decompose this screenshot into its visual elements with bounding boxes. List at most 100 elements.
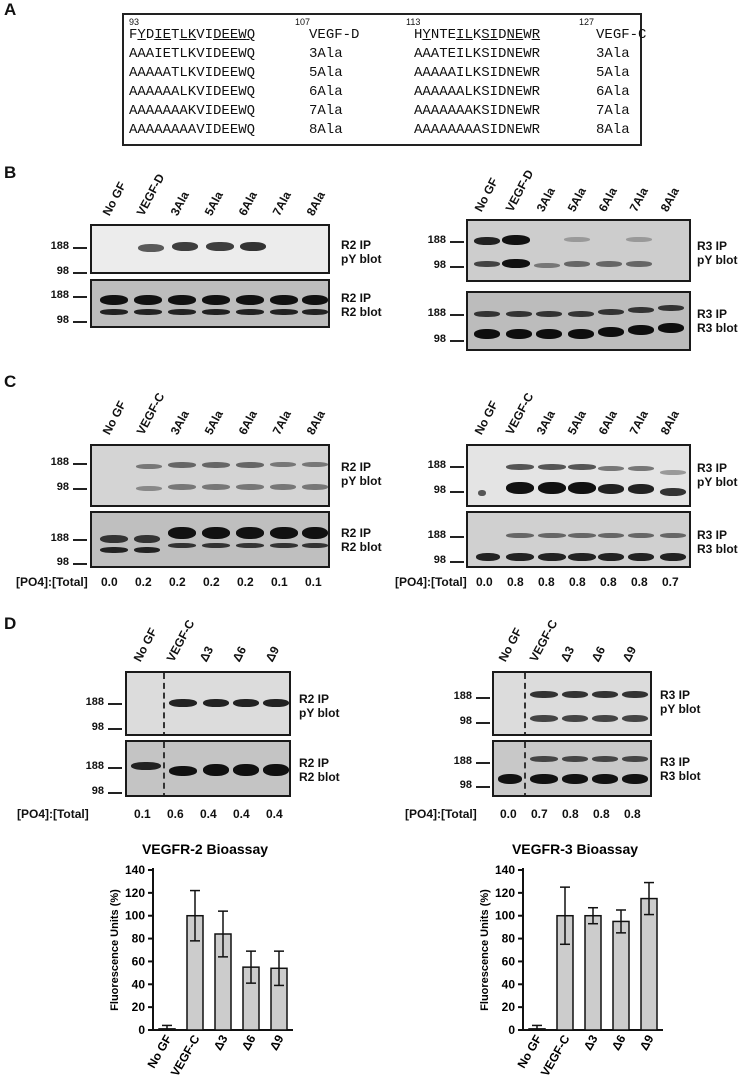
lane-label: Δ6 xyxy=(229,643,250,664)
y-tick-label: 140 xyxy=(125,863,145,877)
mw-label: 98 xyxy=(433,259,446,271)
mw-tick xyxy=(73,539,87,541)
seq-vegfc-row: AAAAAAAKSIDNEWR xyxy=(414,103,541,119)
lane-label: 5Ala xyxy=(564,185,589,214)
blot-label: R2 IP pY blot xyxy=(341,460,382,488)
seq-vegfc-row: AAATEILKSIDNEWR xyxy=(414,46,541,62)
mw-label: 98 xyxy=(91,721,104,733)
x-tick-label: Δ9 xyxy=(267,1032,287,1053)
seq-vegfd-label: 3Ala xyxy=(309,46,343,62)
lane-label: 8Ala xyxy=(657,408,682,437)
x-tick-label: Δ3 xyxy=(211,1032,231,1053)
mw-tick xyxy=(108,767,122,769)
lane-label: 3Ala xyxy=(533,408,558,437)
blot-label: R2 IP R2 blot xyxy=(299,756,340,784)
seq-vegfc-label: 7Ala xyxy=(596,103,630,119)
mw-tick xyxy=(108,728,122,730)
lane-label: 3Ala xyxy=(533,185,558,214)
ratio-label-d-right: [PO4]:[Total] xyxy=(405,807,477,821)
mw-tick xyxy=(450,536,464,538)
panel-label-c: C xyxy=(4,372,17,391)
blot-d-r3-py xyxy=(492,671,652,736)
lane-label: No GF xyxy=(471,175,501,214)
mw-tick xyxy=(108,703,122,705)
lane-label: Δ9 xyxy=(619,643,640,664)
seq-c-end: 127 xyxy=(579,17,595,27)
ratio-label-c-left: [PO4]:[Total] xyxy=(16,575,88,589)
mw-label: 98 xyxy=(56,481,69,493)
x-tick-label: No GF xyxy=(514,1033,544,1071)
x-tick-label: Δ3 xyxy=(581,1032,601,1053)
panel-label-a: A xyxy=(4,0,17,19)
chart-title: VEGFR-2 Bioassay xyxy=(142,841,268,857)
panel-label-b: B xyxy=(4,163,17,182)
lane-label: VEGF-D xyxy=(133,171,168,218)
mw-label: 188 xyxy=(453,690,472,702)
seq-vegfc-row: AAAAAILKSIDNEWR xyxy=(414,65,541,81)
ratio-value: 0.7 xyxy=(531,807,548,821)
lane-label: No GF xyxy=(495,625,525,664)
x-tick-label: Δ9 xyxy=(637,1032,657,1053)
blot-label: R3 IP pY blot xyxy=(697,461,738,489)
mw-tick xyxy=(73,321,87,323)
blot-label: R2 IP R2 blot xyxy=(341,526,382,554)
ratio-value: 0.8 xyxy=(631,575,648,589)
seq-vegfd-row: AAAAAALKVIDEEWQ xyxy=(129,84,256,100)
y-tick-label: 80 xyxy=(502,932,516,946)
lane-label: 5Ala xyxy=(564,408,589,437)
ratio-value: 0.4 xyxy=(233,807,250,821)
lane-label: Δ9 xyxy=(262,643,283,664)
blot-c-r3-total xyxy=(466,511,691,568)
sequence-table: 93 107 113 127 FYDIETLKVIDEEWQ VEGF-D HYNT… xyxy=(122,13,646,146)
ratio-label-c-right: [PO4]:[Total] xyxy=(395,575,467,589)
lane-label: 8Ala xyxy=(657,185,682,214)
x-tick-label: Δ6 xyxy=(609,1032,629,1053)
mw-label: 188 xyxy=(50,532,69,544)
y-tick-label: 80 xyxy=(132,932,146,946)
blot-d-r2-py xyxy=(125,671,291,736)
ratio-value: 0.8 xyxy=(600,575,617,589)
mw-tick xyxy=(476,762,490,764)
lane-label: 5Ala xyxy=(201,189,226,218)
blot-b-r3-py xyxy=(466,219,691,282)
ratio-value: 0.0 xyxy=(101,575,118,589)
seq-vegfd-label: 7Ala xyxy=(309,103,343,119)
seq-vegfd-row: AAAAAAAAVIDEEWQ xyxy=(129,122,256,138)
seq-vegfc-label: 5Ala xyxy=(596,65,630,81)
bar xyxy=(640,897,658,1031)
mw-tick xyxy=(476,722,490,724)
blot-label: R3 IP pY blot xyxy=(697,239,738,267)
blot-c-r3-py xyxy=(466,444,691,507)
lane-label: 6Ala xyxy=(595,185,620,214)
mw-tick xyxy=(450,491,464,493)
mw-label: 98 xyxy=(56,314,69,326)
lane-label: VEGF-C xyxy=(526,617,561,664)
seq-vegfc-row: HYNTEILKSIDNEWR xyxy=(414,27,541,43)
seq-vegfd-label: 8Ala xyxy=(309,122,343,138)
mw-tick xyxy=(73,296,87,298)
mw-tick xyxy=(476,786,490,788)
lane-label: 7Ala xyxy=(269,408,294,437)
y-tick-label: 100 xyxy=(125,909,145,923)
seq-vegfc-label: 3Ala xyxy=(596,46,630,62)
ratio-value: 0.2 xyxy=(169,575,186,589)
mw-label: 188 xyxy=(453,755,472,767)
ratio-label-d-left: [PO4]:[Total] xyxy=(17,807,89,821)
vegfr2-bioassay-chart: VEGFR-2 Bioassay Fluorescence Units (%) 0 2… xyxy=(109,841,293,1079)
ratio-value: 0.1 xyxy=(271,575,288,589)
mw-label: 98 xyxy=(433,554,446,566)
lane-label: 3Ala xyxy=(167,189,192,218)
ratio-value: 0.8 xyxy=(562,807,579,821)
seq-c-start: 113 xyxy=(406,17,421,27)
lane-label: Δ6 xyxy=(588,643,609,664)
lane-label: 7Ala xyxy=(626,185,651,214)
mw-label: 188 xyxy=(50,240,69,252)
seq-vegfd-row: AAAAATLKVIDEEWQ xyxy=(129,65,256,81)
ratio-value: 0.0 xyxy=(500,807,517,821)
ratio-value: 0.8 xyxy=(538,575,555,589)
y-tick-label: 60 xyxy=(502,954,516,968)
y-tick-label: 60 xyxy=(132,954,146,968)
seq-vegfd-row: AAAIETLKVIDEEWQ xyxy=(129,46,256,62)
chart-title: VEGFR-3 Bioassay xyxy=(512,841,638,857)
y-tick-label: 120 xyxy=(495,886,515,900)
